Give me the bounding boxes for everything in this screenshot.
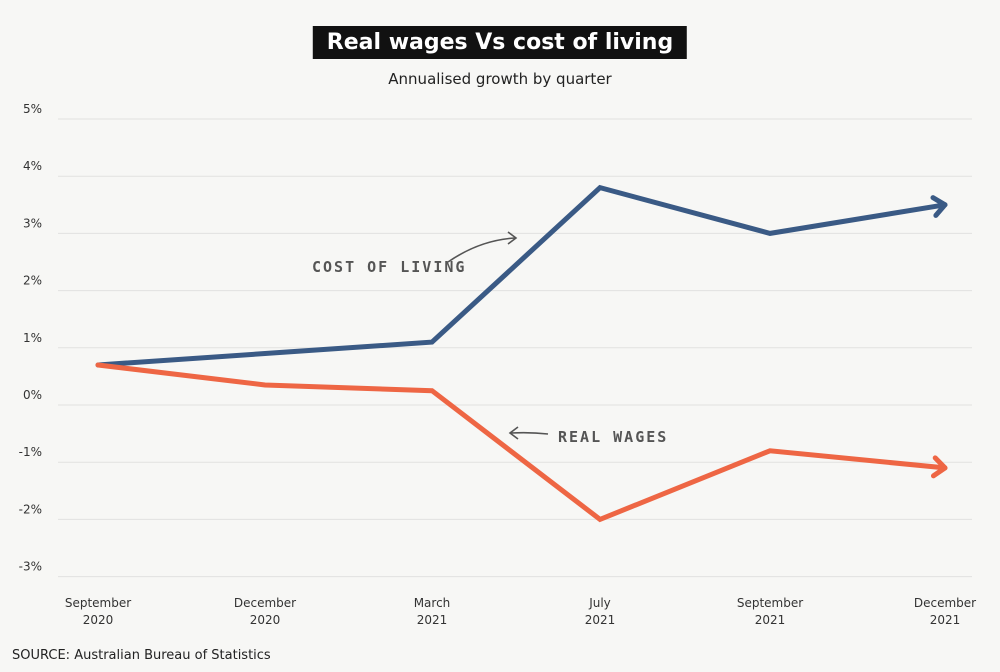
chart-subtitle: Annualised growth by quarter <box>388 70 612 88</box>
series-line <box>95 184 948 368</box>
y-tick-label: -1% <box>19 445 42 459</box>
series-arrowhead <box>930 195 948 218</box>
series-label-real-wages: REAL WAGES <box>558 428 668 446</box>
y-tick-label: -2% <box>19 502 42 516</box>
x-tick-label: September 2021 <box>737 596 803 627</box>
series-line <box>95 362 948 523</box>
chart-title: Real wages Vs cost of living <box>312 26 688 59</box>
x-tick-label: September 2020 <box>65 596 131 627</box>
y-tick-label: -3% <box>19 560 42 574</box>
x-tick-label: December 2020 <box>234 596 296 627</box>
series-label-cost-of-living: COST OF LIVING <box>312 258 466 276</box>
x-tick-label: March 2021 <box>414 596 451 627</box>
series-arrowhead <box>930 455 948 479</box>
y-tick-label: 1% <box>23 331 42 345</box>
annotation-arrow <box>508 426 549 440</box>
y-tick-label: 4% <box>23 159 42 173</box>
source-note: SOURCE: Australian Bureau of Statistics <box>12 648 271 663</box>
y-tick-label: 2% <box>23 274 42 288</box>
y-tick-label: 0% <box>23 388 42 402</box>
x-tick-label: July 2021 <box>585 596 616 627</box>
y-tick-label: 3% <box>23 216 42 230</box>
y-tick-label: 5% <box>23 102 42 116</box>
x-tick-label: December 2021 <box>914 596 976 627</box>
annotation-arrow <box>447 231 518 263</box>
